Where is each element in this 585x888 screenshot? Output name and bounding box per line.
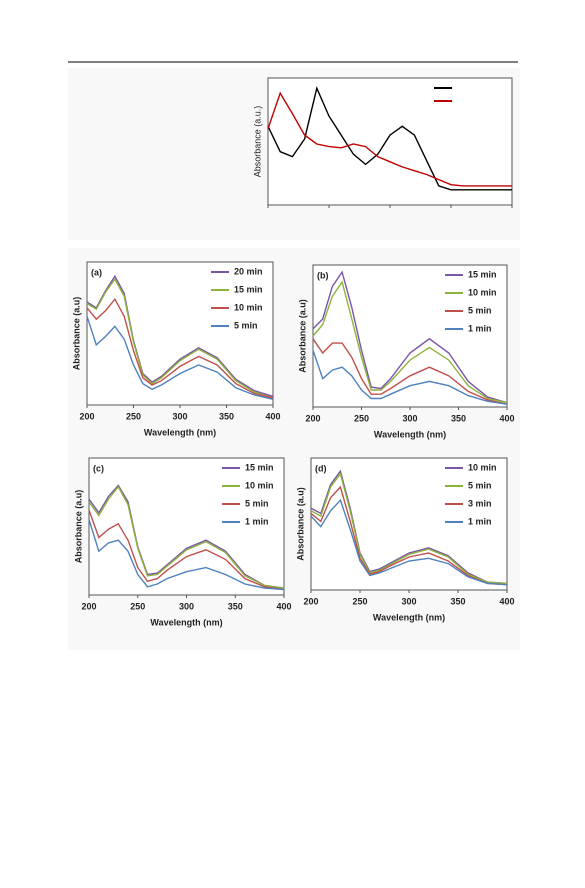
x-tick-label: 300 <box>402 413 417 423</box>
panel-label: (a) <box>91 267 102 277</box>
legend-label: 5 min <box>468 480 492 490</box>
legend-label: 10 min <box>245 480 274 490</box>
legend-label: 5 min <box>234 320 258 330</box>
panel-label: (c) <box>93 463 104 473</box>
x-tick-label: 350 <box>450 596 465 606</box>
series-line <box>312 270 508 404</box>
x-tick-label: 400 <box>276 601 291 611</box>
legend-label: 1 min <box>245 516 269 526</box>
x-tick-label: 200 <box>305 413 320 423</box>
x-tick-label: 200 <box>303 596 318 606</box>
y-axis-label: Absorbance (a.u) <box>71 297 81 371</box>
series-line <box>88 484 285 589</box>
legend-label: 15 min <box>468 269 497 279</box>
panel-label: (b) <box>317 270 329 280</box>
y-axis-label: Absorbance (a.u.) <box>252 106 262 178</box>
x-tick-label: 250 <box>352 596 367 606</box>
x-tick-label: 350 <box>219 411 234 421</box>
legend-label: 5 min <box>468 305 492 315</box>
panel-label: (d) <box>315 463 327 473</box>
legend-label: 15 min <box>234 284 263 294</box>
series-line <box>86 297 274 399</box>
plot-frame <box>88 457 285 596</box>
series-line <box>310 472 508 585</box>
x-axis-label: Wavelength (nm) <box>374 429 446 439</box>
series-line <box>310 469 508 585</box>
x-tick-label: 200 <box>81 601 96 611</box>
legend-label: 20 min <box>234 266 263 276</box>
x-axis-label: Wavelength (nm) <box>150 617 222 627</box>
plot-frame <box>310 457 508 591</box>
x-tick-label: 250 <box>126 411 141 421</box>
x-tick-label: 400 <box>499 596 514 606</box>
legend-label: 1 min <box>468 323 492 333</box>
x-tick-label: 400 <box>265 411 280 421</box>
series-line <box>86 277 274 399</box>
series-line <box>267 91 512 187</box>
y-axis-label: Absorbance (a.u) <box>297 299 307 373</box>
legend-label: 10 min <box>468 287 497 297</box>
x-axis-label: Wavelength (nm) <box>373 612 445 622</box>
x-tick-label: 350 <box>451 413 466 423</box>
series-line <box>86 316 274 400</box>
x-axis-label: Wavelength (nm) <box>144 427 216 437</box>
series-line <box>267 86 512 191</box>
series-line <box>310 498 508 586</box>
series-line <box>310 485 508 586</box>
series-line <box>312 338 508 405</box>
legend-label: 1 min <box>468 516 492 526</box>
x-tick-label: 350 <box>228 601 243 611</box>
x-tick-label: 300 <box>179 601 194 611</box>
series-line <box>88 485 285 589</box>
legend-label: 5 min <box>245 498 269 508</box>
y-axis-label: Absorbance (a.u) <box>73 490 83 564</box>
plot-frame <box>267 77 513 206</box>
x-tick-label: 400 <box>499 413 514 423</box>
x-tick-label: 300 <box>401 596 416 606</box>
legend-label: 10 min <box>234 302 263 312</box>
series-line <box>86 274 274 398</box>
x-tick-label: 300 <box>172 411 187 421</box>
y-axis-label: Absorbance (a.u) <box>295 487 305 561</box>
x-tick-label: 250 <box>354 413 369 423</box>
series-line <box>88 519 285 591</box>
legend-label: 10 min <box>468 462 497 472</box>
x-tick-label: 200 <box>79 411 94 421</box>
legend-label: 3 min <box>468 498 492 508</box>
legend-label: 15 min <box>245 462 274 472</box>
series-line <box>312 280 508 404</box>
series-line <box>88 509 285 591</box>
series-line <box>312 349 508 405</box>
x-tick-label: 250 <box>130 601 145 611</box>
